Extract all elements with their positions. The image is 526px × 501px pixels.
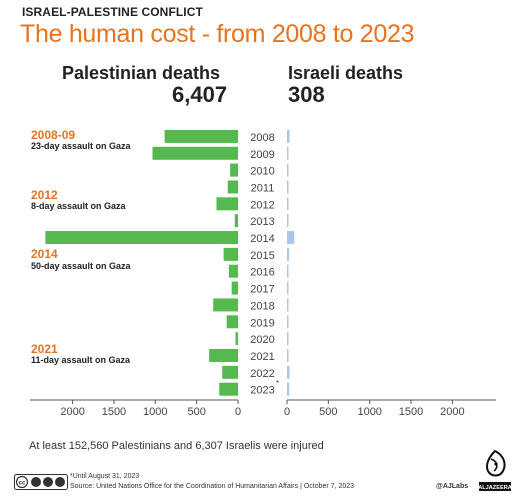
right-tick-label-2000: 2000 [440,406,464,418]
year-label-2008: 2008 [250,132,274,144]
year-mark-2023: * [276,379,279,388]
bar-palestinian-2011 [227,180,238,194]
bar-israeli-2018 [287,298,289,312]
left-tick-label-0: 0 [235,406,241,418]
event-year-2012: 2012 [31,188,58,202]
year-label-2012: 2012 [250,199,274,211]
right-tick-label-0: 0 [284,406,290,418]
year-label-2021: 2021 [250,351,274,363]
bar-palestinian-2012 [216,197,238,211]
bar-israeli-2008 [287,129,290,143]
event-desc-2021: 11-day assault on Gaza [31,355,131,365]
injured-note: At least 152,560 Palestinians and 6,307 … [29,440,324,452]
event-desc-2012: 8-day assault on Gaza [31,201,126,211]
bar-israeli-2013 [287,214,289,228]
left-tick-label-1500: 1500 [102,406,126,418]
creative-commons-icon: cc [14,474,68,490]
bar-palestinian-2023 [219,382,238,396]
year-label-2013: 2013 [250,216,274,228]
kicker: ISRAEL-PALESTINE CONFLICT [22,5,203,19]
bar-palestinian-2009 [152,146,238,160]
year-label-2017: 2017 [250,284,274,296]
bar-israeli-2021 [287,348,289,362]
bar-palestinian-2014 [45,231,239,245]
bar-palestinian-2017 [231,281,238,295]
year-label-2016: 2016 [250,267,274,279]
right-tick-label-500: 500 [319,406,337,418]
event-year-2014: 2014 [31,247,58,261]
al-jazeera-logo-icon: ALJAZEERA [478,449,512,491]
brand-name: ALJAZEERA [478,485,512,491]
bar-israeli-2012 [287,197,289,211]
left-tick-label-2000: 2000 [60,406,84,418]
israeli-deaths-label: Israeli deaths [288,63,404,83]
year-label-2009: 2009 [250,149,274,161]
left-tick-label-1000: 1000 [143,406,167,418]
bar-palestinian-2021 [209,348,238,362]
israeli-deaths-total: 308 [288,82,325,107]
year-label-2019: 2019 [250,317,274,329]
bar-israeli-2009 [287,146,289,160]
bar-israeli-2015 [287,247,290,261]
bar-palestinian-2018 [213,298,238,312]
bar-palestinian-2008 [164,129,238,143]
left-tick-label-500: 500 [187,406,205,418]
bar-israeli-2020 [287,332,289,346]
source-line: Source: United Nations Office for the Co… [70,483,355,490]
year-label-2022: 2022 [250,368,274,380]
event-desc-2014: 50-day assault on Gaza [31,261,131,271]
year-label-2010: 2010 [250,166,274,178]
bar-palestinian-2015 [223,247,238,261]
svg-text:cc: cc [19,481,26,487]
credit: @AJLabs [436,483,469,490]
bar-israeli-2014 [287,231,295,245]
chart-title: The human cost - from 2008 to 2023 [20,20,415,48]
bar-israeli-2011 [287,180,289,194]
right-tick-label-1000: 1000 [357,406,381,418]
year-label-2015: 2015 [250,250,274,262]
year-label-2018: 2018 [250,300,274,312]
footnote: *Until August 31, 2023 [70,473,140,480]
right-tick-label-1500: 1500 [399,406,423,418]
bar-palestinian-2020 [235,332,238,346]
bar-palestinian-2019 [226,315,238,329]
bar-israeli-2019 [287,315,289,329]
bar-palestinian-2016 [228,264,238,278]
palestinian-deaths-total: 6,407 [172,82,228,107]
year-label-2020: 2020 [250,334,274,346]
bar-israeli-2022 [287,365,290,379]
event-year-2008: 2008-09 [31,128,76,142]
palestinian-deaths-label: Palestinian deaths [62,63,221,83]
year-label-2011: 2011 [251,182,275,194]
year-label-2023: 2023 [250,385,274,397]
bar-palestinian-2013 [234,214,238,228]
bar-palestinian-2010 [230,163,238,177]
year-label-2014: 2014 [250,233,274,245]
bar-israeli-2016 [287,264,289,278]
bar-israeli-2017 [287,281,289,295]
bar-israeli-2023 [287,382,290,396]
event-year-2021: 2021 [31,342,58,356]
event-desc-2008: 23-day assault on Gaza [31,141,131,151]
bar-israeli-2010 [287,163,289,177]
bar-palestinian-2022 [222,365,238,379]
